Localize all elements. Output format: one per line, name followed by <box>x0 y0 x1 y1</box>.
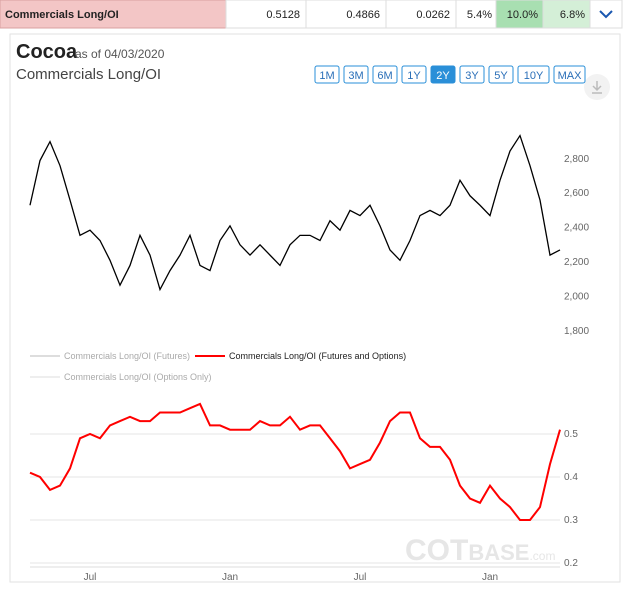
header-cell <box>542 0 591 29</box>
title: Cocoa <box>16 41 78 63</box>
header-value: 0.5128 <box>266 9 300 21</box>
range-button[interactable] <box>401 65 427 84</box>
header-value: 6.8% <box>560 9 585 21</box>
x-tick-label: Jul <box>84 572 97 583</box>
y-tick-label: 0.3 <box>564 515 578 526</box>
range-label: 5Y <box>494 70 508 82</box>
header-row: Commercials Long/OI 0.5128 0.4866 0.0262… <box>0 0 623 29</box>
y-tick-label: 1,800 <box>564 326 589 337</box>
watermark-suffix: .com <box>529 549 555 563</box>
data-line <box>29 402 561 521</box>
download-icon <box>592 81 602 94</box>
watermark-bold: BASE <box>468 540 529 565</box>
y-tick-label: 2,800 <box>564 154 589 165</box>
subtitle: Commercials Long/OI <box>16 66 161 83</box>
header-label: Commercials Long/OI <box>5 9 119 21</box>
legend-label: Commercials Long/OI (Options Only) <box>64 372 212 382</box>
y-tick-label: 2,000 <box>564 291 589 302</box>
y-tick-label: 0.4 <box>564 472 578 483</box>
range-button[interactable] <box>553 65 586 84</box>
watermark: COTBASE.com <box>405 534 555 567</box>
range-button[interactable] <box>488 65 514 84</box>
download-button[interactable] <box>584 74 610 100</box>
x-tick-label: Jul <box>354 572 367 583</box>
range-button[interactable] <box>372 65 398 84</box>
range-button[interactable] <box>343 65 369 84</box>
x-tick-label: Jan <box>482 572 498 583</box>
header-value: 0.0262 <box>416 9 450 21</box>
range-label: 3M <box>348 70 363 82</box>
header-value: 0.4866 <box>346 9 380 21</box>
legend-label: Commercials Long/OI (Futures) <box>64 351 190 361</box>
range-label: 6M <box>377 70 392 82</box>
as-of: as of 04/03/2020 <box>75 47 165 61</box>
y-tick-label: 0.5 <box>564 429 578 440</box>
header-value: 5.4% <box>467 9 492 21</box>
panel <box>9 33 621 583</box>
watermark-text: COTBASE.com <box>405 534 555 567</box>
range-label: 2Y <box>436 70 450 82</box>
y-tick-label: 2,600 <box>564 188 589 199</box>
y-tick-label: 2,200 <box>564 257 589 268</box>
range-label: 1Y <box>407 70 421 82</box>
watermark-main: COT <box>405 534 468 567</box>
y-tick-label: 0.2 <box>564 558 578 569</box>
range-button[interactable] <box>430 65 456 84</box>
legend-label: Commercials Long/OI (Futures and Options… <box>229 351 406 361</box>
range-label: 1M <box>319 70 334 82</box>
header-cell <box>455 0 497 29</box>
y-tick-label: 2,400 <box>564 223 589 234</box>
range-button[interactable] <box>517 65 550 84</box>
data-line <box>29 134 561 292</box>
range-button[interactable] <box>459 65 485 84</box>
header-value: 10.0% <box>507 9 538 21</box>
range-label: MAX <box>558 70 583 82</box>
range-label: 3Y <box>465 70 479 82</box>
x-tick-label: Jan <box>222 572 238 583</box>
chevron-icon <box>599 10 613 19</box>
range-button[interactable] <box>314 65 340 84</box>
range-label: 10Y <box>524 70 544 82</box>
expand-button[interactable] <box>589 0 623 29</box>
